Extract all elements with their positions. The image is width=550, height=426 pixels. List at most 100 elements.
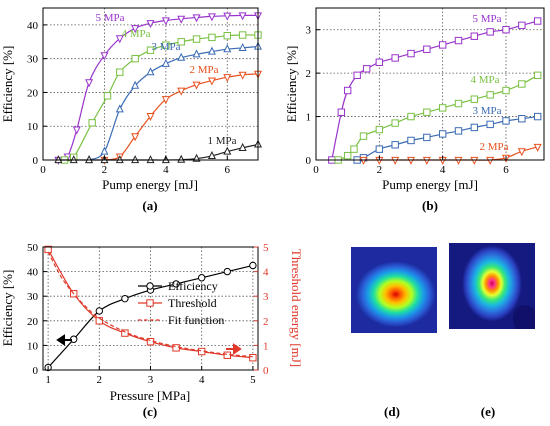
chart-a-point-5-mpa-8 [161, 17, 170, 26]
chart-a-series-label-1: 4 MPa [121, 28, 150, 40]
chart-a-panel-label: (a) [142, 198, 157, 213]
chart-c-xtick-label-4: 5 [250, 374, 256, 386]
chart-b-point-2-mpa-2 [391, 156, 400, 165]
chart-a-series-label-4: 1 MPa [207, 135, 236, 147]
chart-b-point-5-mpa-15 [533, 17, 542, 25]
chart-c-point-efficiency-8 [249, 261, 257, 270]
chart-b-point-3-mpa-9 [486, 120, 494, 129]
chart-c-point-threshold-5 [172, 344, 180, 352]
chart-b-series-label-3: 2 MPa [479, 141, 508, 153]
chart-a-point-3-mpa-10 [238, 42, 247, 51]
chart-a-point-4-mpa-10 [208, 33, 216, 42]
chart-a-ytick-label-4: 40 [27, 20, 39, 32]
chart-b-series-line-3-mpa [356, 116, 538, 161]
chart-c-ytick-label-5: 50 [27, 242, 39, 254]
chart-a-point-5-mpa-4 [100, 52, 109, 61]
chart-b-point-5-mpa-6 [391, 54, 399, 62]
chart-a-point-1-mpa-6 [146, 155, 155, 164]
chart-a-point-1-mpa-8 [177, 154, 186, 163]
chart-a-point-4-mpa-3 [103, 92, 112, 100]
chart-b-ticks: 0 2 4 6 0 1 2 3 [306, 25, 510, 176]
chart-c-ytick-label-2: 20 [27, 316, 39, 328]
chart-c-point-efficiency-7 [223, 267, 231, 276]
chart-a-grid [43, 8, 258, 160]
chart-b-point-5-mpa-2 [343, 86, 352, 95]
chart-b-series-line-5-mpa [331, 20, 538, 161]
chart-b-frame [315, 7, 545, 161]
chart-b-point-5-mpa-9 [438, 41, 447, 49]
chart-a-point-3-mpa-2 [115, 104, 124, 113]
chart-a-point-2-mpa-7 [207, 77, 216, 86]
chart-c-point-threshold-8 [249, 354, 257, 362]
chart-c-y2tick-label-0: 0 [263, 365, 269, 377]
chart-b-xtick-label-1: 2 [377, 164, 383, 176]
chart-b-series-labels: 5 MPa 4 MPa 3 MPa 2 MPa [470, 13, 508, 153]
chart-a-point-1-mpa-1 [69, 155, 78, 164]
chart-b-ylabel: Efficiency [%] [284, 46, 299, 123]
chart-a-frame [42, 7, 259, 161]
chart-b-series-label-2: 3 MPa [472, 105, 501, 117]
chart-b-point-4-mpa-6 [407, 112, 415, 121]
chart-a-point-1-mpa-11 [223, 146, 232, 155]
chart-b-point-4-mpa-7 [423, 108, 431, 116]
chart-a-point-4-mpa-11 [223, 31, 231, 40]
chart-b-point-4-mpa-11 [486, 91, 494, 99]
image-d-panel-label: (d) [384, 404, 400, 419]
chart-b-series [328, 17, 542, 165]
chart-c-xtick-label-3: 4 [199, 374, 205, 386]
chart-b-point-5-mpa-8 [423, 45, 431, 53]
chart-c-legend-label-0: Efficiency [168, 279, 218, 293]
chart-a-point-4-mpa-8 [177, 38, 185, 46]
chart-b-point-4-mpa-9 [454, 99, 463, 108]
chart-b-point-4-mpa-2 [350, 145, 358, 153]
chart-b-point-5-mpa-13 [502, 26, 510, 34]
chart-a-xtick-label-0: 0 [40, 164, 46, 176]
chart-c-ytick-label-0: 0 [33, 365, 39, 377]
chart-c-point-efficiency-2 [95, 307, 104, 315]
chart-c-y2tick-label-5: 5 [263, 242, 269, 254]
chart-a-point-1-mpa-4 [115, 155, 124, 164]
chart-b-series-line-2-mpa [363, 146, 538, 161]
chart-a-point-2-mpa-4 [161, 96, 170, 105]
left-axis-arrow [56, 334, 72, 346]
chart-a-point-4-mpa-9 [192, 35, 201, 43]
chart-a-xlabel: Pump energy [mJ] [102, 177, 198, 192]
chart-b-xtick-label-3: 6 [503, 164, 509, 176]
chart-b-point-2-mpa-4 [422, 156, 431, 165]
chart-a-point-2-mpa-9 [238, 71, 247, 80]
chart-b-point-4-mpa-10 [470, 95, 479, 103]
chart-a-point-5-mpa-9 [177, 15, 186, 24]
chart-a-point-3-mpa-1 [100, 146, 109, 155]
chart-a-point-5-mpa-5 [115, 35, 124, 44]
chart-b-point-3-mpa-12 [533, 112, 542, 121]
chart-b-point-3-mpa-2 [375, 145, 384, 153]
chart-a-point-5-mpa-10 [192, 14, 201, 23]
chart-b-point-2-mpa-7 [470, 156, 479, 165]
chart-b-ytick-label-0: 0 [306, 155, 312, 167]
chart-c-y2tick-label-4: 4 [263, 267, 269, 279]
chart-b: 0 2 4 6 0 1 2 3 5 MPa 4 MPa 3 MPa 2 MPa Pump energ… [284, 7, 545, 213]
chart-a-series-label-3: 2 MPa [189, 64, 218, 76]
chart-b-point-4-mpa-1 [343, 151, 352, 160]
beam-profile-image-d [351, 247, 437, 333]
chart-a-point-5-mpa-12 [223, 12, 232, 21]
chart-a-point-4-mpa-12 [238, 31, 247, 39]
chart-a-point-3-mpa-8 [207, 46, 216, 55]
chart-c-point-threshold-2 [95, 317, 104, 325]
chart-b-ytick-label-3: 3 [306, 25, 312, 37]
chart-c-ylabel: Efficiency [%] [0, 270, 15, 347]
chart-c-point-efficiency-5 [172, 280, 180, 288]
chart-b-point-4-mpa-12 [502, 86, 510, 95]
chart-b-point-3-mpa-6 [438, 130, 447, 138]
chart-a-ytick-label-3: 30 [27, 54, 39, 66]
chart-a-xtick-label-1: 2 [102, 164, 108, 176]
chart-a-point-5-mpa-2 [72, 126, 81, 135]
chart-a-point-2-mpa-5 [177, 87, 186, 96]
chart-b-point-5-mpa-3 [353, 71, 361, 80]
chart-c-xtick-label-1: 2 [97, 374, 103, 386]
chart-b-point-3-mpa-7 [454, 127, 463, 135]
chart-a-ytick-label-0: 0 [33, 155, 39, 167]
